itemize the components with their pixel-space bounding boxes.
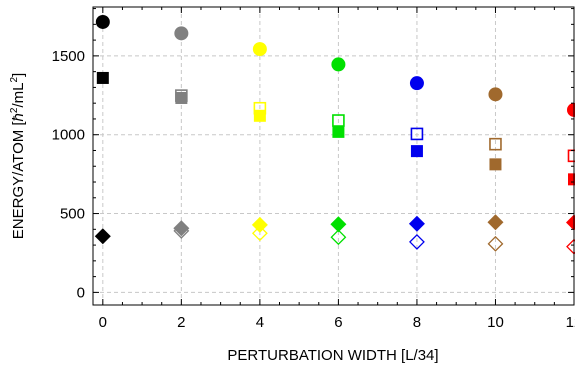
x-tick-label: 6 bbox=[334, 314, 342, 331]
data-marks bbox=[94, 14, 575, 255]
circle-filled-point bbox=[95, 14, 110, 29]
square-filled-point bbox=[96, 71, 109, 84]
diamond-filled-point bbox=[330, 216, 347, 233]
x-tick-label: 0 bbox=[99, 314, 107, 331]
square-filled-point bbox=[175, 91, 188, 104]
circle-filled-point bbox=[174, 26, 189, 41]
square-open-point bbox=[489, 137, 502, 151]
square-filled-point bbox=[489, 158, 502, 171]
y-axis-title-pre: ENERGY/ATOM [ bbox=[10, 121, 27, 240]
circle-filled-point bbox=[409, 76, 424, 91]
y-tick-label: 500 bbox=[60, 206, 85, 223]
circle-filled-point bbox=[331, 57, 346, 72]
y-tick-label: 1000 bbox=[52, 127, 85, 144]
grid bbox=[93, 7, 575, 305]
series-square-filled bbox=[96, 71, 575, 186]
plot-frame bbox=[92, 6, 575, 306]
diamond-open-point bbox=[251, 225, 268, 242]
y-tick-label: 0 bbox=[77, 284, 85, 301]
x-tick-label: 4 bbox=[256, 314, 264, 331]
diamond-filled-point bbox=[408, 215, 425, 232]
diamond-open-point bbox=[409, 234, 425, 250]
y-axis-title-sup1: 2 bbox=[9, 107, 20, 113]
square-open-point bbox=[253, 101, 267, 115]
diamond-filled-point bbox=[566, 214, 575, 231]
series-diamond-filled bbox=[94, 214, 575, 245]
diamond-open-point bbox=[330, 229, 347, 246]
square-filled-point bbox=[332, 125, 345, 138]
square-filled-point bbox=[253, 109, 266, 122]
y-axis-title-sup2: 2 bbox=[9, 77, 20, 83]
square-open-point bbox=[175, 89, 188, 102]
square-filled-point bbox=[410, 145, 423, 158]
y-axis-title-post: ] bbox=[10, 73, 27, 77]
axis-ticks bbox=[93, 7, 575, 305]
x-axis-title: PERTURBATION WIDTH [L/34] bbox=[227, 347, 438, 364]
circle-filled-point bbox=[567, 102, 575, 117]
diamond-filled-point bbox=[487, 214, 504, 231]
square-filled-point bbox=[568, 173, 575, 186]
circle-filled-point bbox=[252, 42, 267, 57]
square-open-point bbox=[332, 114, 345, 127]
x-tick-label: 12 bbox=[566, 314, 575, 331]
diamond-filled-point bbox=[173, 220, 190, 237]
x-tick-label: 8 bbox=[413, 314, 421, 331]
series-circle-filled bbox=[95, 14, 575, 117]
diamond-open-point bbox=[173, 222, 190, 239]
y-axis-title: ENERGY/ATOM [ħ2/mL2] bbox=[9, 73, 27, 239]
series-square-open bbox=[175, 89, 575, 163]
series-diamond-open bbox=[173, 222, 575, 255]
x-tick-label: 10 bbox=[487, 314, 504, 331]
y-tick-label: 1500 bbox=[52, 48, 85, 65]
diamond-filled-point bbox=[94, 228, 111, 245]
diamond-open-point bbox=[487, 235, 504, 252]
tick-labels: 0 2 4 6 8 10 12 0 500 1000 1500 bbox=[52, 48, 575, 331]
diamond-filled-point bbox=[251, 216, 268, 233]
x-tick-label: 2 bbox=[177, 314, 185, 331]
y-axis-title-mid: /mL bbox=[10, 83, 27, 108]
y-axis-title-hbar: ħ bbox=[10, 113, 27, 121]
square-open-point bbox=[410, 127, 424, 141]
circle-filled-point bbox=[488, 87, 503, 102]
